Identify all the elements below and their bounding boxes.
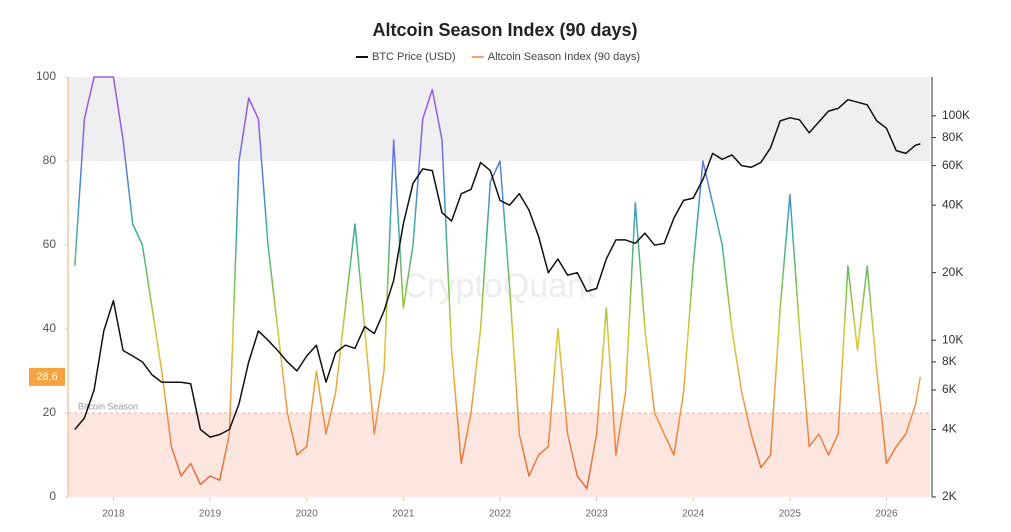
y-tick-label: 20 [43,405,57,419]
x-tick-label: 2021 [392,509,415,520]
y2-tick-label: 6K [942,382,957,396]
watermark: CryptoQuant [403,267,596,305]
chart-title: Altcoin Season Index (90 days) [372,20,637,40]
y2-tick-label: 100K [942,108,970,122]
legend-label: BTC Price (USD) [372,51,456,63]
band-label: Bitcoin Season [78,401,138,411]
y-tick-label: 0 [49,489,56,503]
x-tick-label: 2025 [779,509,802,520]
y-tick-label: 60 [43,237,57,251]
current-badge [29,367,65,386]
band [68,77,930,161]
y2-tick-label: 60K [942,158,963,172]
y-tick-label: 80 [43,153,57,167]
y2-tick-label: 4K [942,422,957,436]
x-tick-label: 2019 [199,509,222,520]
y2-tick-label: 40K [942,197,963,211]
y2-tick-label: 8K [942,354,957,368]
y2-tick-label: 10K [942,332,963,346]
band [68,413,930,497]
x-tick-label: 2020 [296,509,319,520]
x-tick-label: 2018 [102,509,125,520]
x-tick-label: 2026 [875,509,898,520]
x-tick-label: 2024 [682,509,705,520]
y2-tick-label: 20K [942,265,963,279]
legend-label: Altcoin Season Index (90 days) [488,51,640,63]
y2-tick-label: 80K [942,130,963,144]
y-tick-label: 100 [36,69,56,83]
y2-tick-label: 2K [942,489,957,503]
index-line [74,76,922,490]
y-tick-label: 40 [43,321,57,335]
price-line [74,98,921,438]
x-tick-label: 2022 [489,509,512,520]
x-tick-label: 2023 [585,509,608,520]
current-label: 28.6 [36,371,57,383]
